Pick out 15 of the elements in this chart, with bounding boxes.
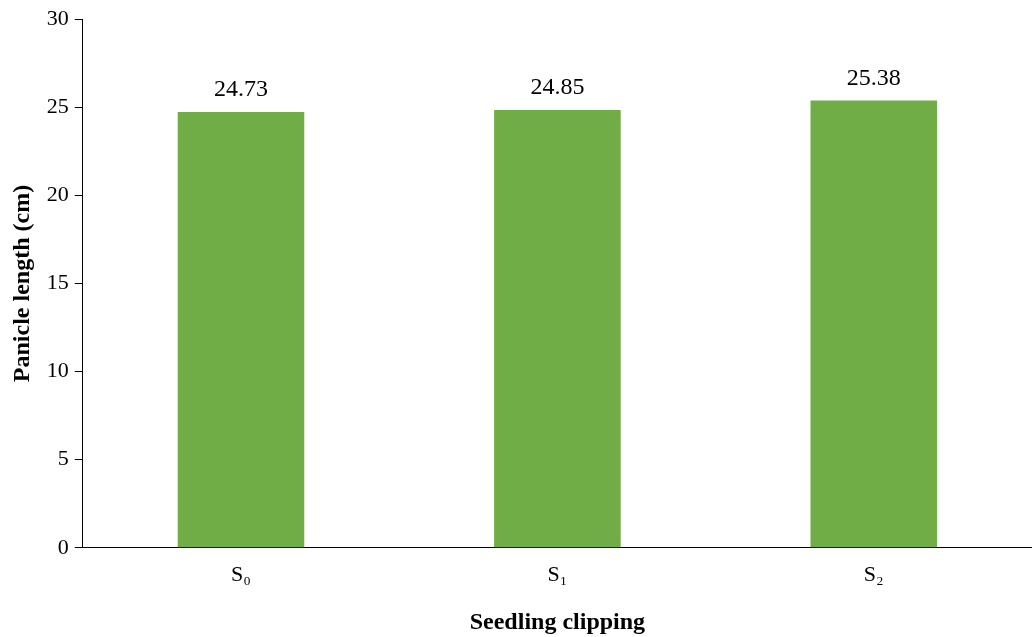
x-axis-title: Seedling clipping (469, 607, 646, 634)
y-tick-label: 15 (46, 269, 69, 295)
x-tick-label: S₂ (863, 560, 884, 586)
y-tick-label: 30 (46, 4, 69, 30)
y-tick-label: 0 (57, 533, 69, 559)
y-tick-label: 5 (57, 445, 69, 471)
data-label: 25.38 (846, 63, 901, 90)
y-tick-label: 25 (46, 93, 69, 119)
data-label: 24.85 (530, 73, 585, 100)
y-tick-label: 10 (46, 357, 69, 383)
x-tick-label: S₀ (231, 560, 251, 586)
x-tick-label: S₁ (547, 560, 568, 586)
y-axis-title: Panicle length (cm) (7, 184, 34, 383)
data-label: 24.73 (214, 75, 268, 102)
y-tick-label: 20 (46, 181, 69, 207)
